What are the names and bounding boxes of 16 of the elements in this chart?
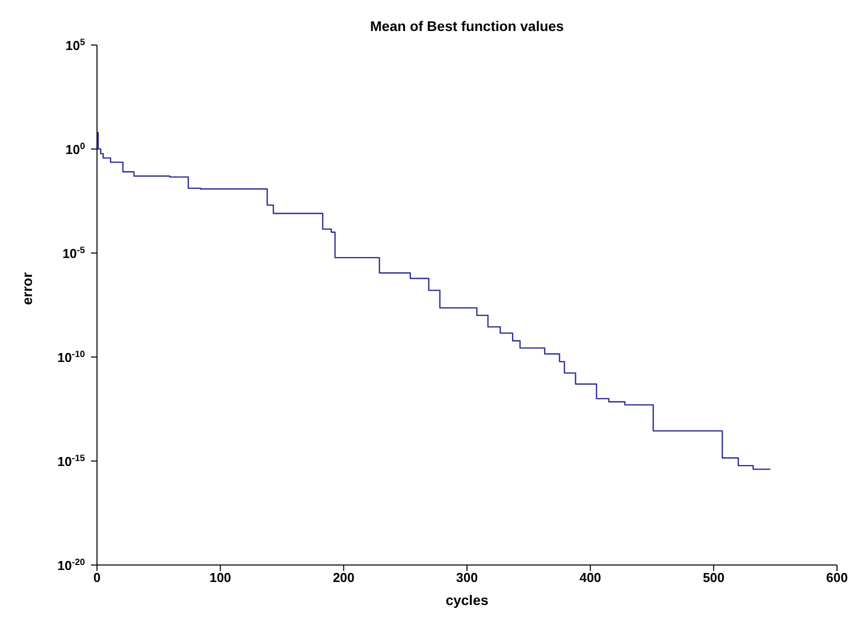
y-tick-label: 10$^{-20}$: [57, 557, 85, 573]
y-tick-label: 10$^{-15}$: [57, 453, 85, 469]
y-tick-label: 10$^{5}$: [65, 37, 85, 53]
x-tick-label: 400: [579, 570, 602, 586]
y-axis-title: error: [18, 272, 35, 305]
x-tick-label: 300: [456, 570, 478, 586]
x-tick-label: 500: [702, 570, 725, 586]
x-tick-label: 0: [93, 570, 101, 586]
chart-title: Mean of Best function values: [369, 18, 565, 34]
x-tick-label: 600: [826, 570, 848, 586]
y-tick-label: 10$^{-10}$: [57, 349, 85, 365]
x-axis-title: cycles: [446, 592, 489, 608]
x-tick-label: 100: [209, 570, 232, 586]
y-tick-label: 10$^{-5}$: [62, 245, 85, 261]
x-tick-label: 200: [332, 570, 355, 586]
y-tick-label: 10$^{0}$: [65, 141, 85, 157]
